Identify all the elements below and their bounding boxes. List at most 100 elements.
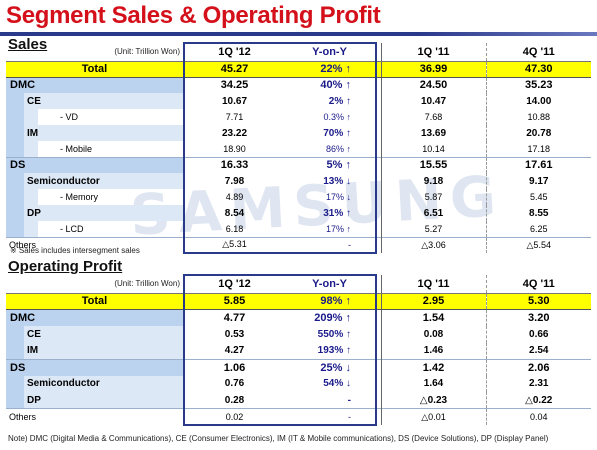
table-row: - Memory 4.89 17% ↓ 5.87 5.45 (6, 189, 591, 205)
row-label: - Memory (60, 192, 98, 202)
value-1q12: 4.27 (183, 342, 284, 359)
value-4q11: 6.25 (485, 221, 591, 237)
value-4q11: 17.61 (485, 156, 591, 173)
value-4q11: 0.66 (485, 326, 591, 343)
value-4q11: 3.20 (485, 309, 591, 326)
row-indent (24, 141, 38, 157)
row-label: DMC (6, 309, 184, 326)
value-1q12: 4.89 (183, 189, 284, 205)
row-label: DP (24, 205, 184, 221)
value-yoy: - (284, 236, 377, 254)
col-header-yoy: Y-on-Y (284, 274, 377, 294)
footnote: Note) DMC (Digital Media & Communication… (8, 434, 549, 443)
value-4q11: 17.18 (485, 141, 591, 157)
value-1q12: 5.85 (183, 292, 284, 310)
row-label: - LCD (60, 223, 84, 234)
value-1q12: 10.67 (183, 93, 284, 109)
row-indent (6, 392, 24, 409)
row-label: IM (24, 125, 184, 141)
row-label: DMC (6, 76, 184, 93)
value-1q12: 16.33 (183, 156, 284, 173)
value-1q11: 0.08 (380, 326, 486, 343)
row-indent (6, 221, 24, 237)
value-1q11: △3.06 (380, 236, 486, 253)
op-heading: Operating Profit (8, 258, 123, 275)
value-yoy: 31% ↑ (284, 205, 377, 221)
table-row: IM 4.27 193% ↑ 1.46 2.54 (6, 342, 591, 359)
value-yoy: - (284, 408, 377, 426)
col-header-1q11: 1Q '11 (380, 43, 486, 62)
table-row: - Mobile 18.90 86% ↑ 10.14 17.18 (6, 141, 591, 157)
value-1q11: 24.50 (380, 76, 486, 93)
table-row: Others △5.31- △3.06 △5.54 (6, 236, 591, 254)
value-1q12: 7.98 (183, 173, 284, 189)
value-1q11: 1.64 (380, 375, 486, 392)
value-1q12: △5.31 (183, 236, 284, 254)
value-yoy: 193% ↑ (284, 342, 377, 359)
title-divider (0, 32, 597, 36)
value-yoy: 40% ↑ (284, 76, 377, 93)
table-row: DMC 34.25 40% ↑ 24.50 35.23 (6, 76, 591, 93)
value-4q11: 5.30 (485, 292, 591, 310)
operating-profit-table: (Unit: Trillion Won) 1Q '12 Y-on-Y 1Q '1… (6, 274, 591, 426)
value-1q12: 23.22 (183, 125, 284, 141)
value-1q11: 10.14 (380, 141, 486, 157)
value-1q11: 10.47 (380, 93, 486, 109)
value-4q11: 10.88 (485, 109, 591, 125)
row-indent (24, 189, 38, 205)
value-1q12: 8.54 (183, 205, 284, 221)
row-label: Others (6, 408, 184, 425)
value-1q11: 5.87 (380, 189, 486, 205)
value-1q12: 1.06 (183, 358, 284, 376)
value-1q11: 36.99 (380, 60, 486, 78)
value-yoy: 13% ↓ (284, 173, 377, 189)
value-1q11: 1.46 (380, 342, 486, 359)
value-1q11: 1.42 (380, 358, 486, 376)
value-yoy: 0.3% ↑ (284, 109, 377, 125)
col-header-4q11: 4Q '11 (485, 275, 591, 294)
unit-label: (Unit: Trillion Won) (6, 43, 184, 62)
column-gap (376, 236, 381, 253)
row-indent (6, 205, 24, 221)
value-4q11: 8.55 (485, 205, 591, 221)
value-1q12: 6.18 (183, 221, 284, 237)
page-title: Segment Sales & Operating Profit (6, 2, 381, 29)
sales-table: (Unit: Trillion Won) 1Q '12 Y-on-Y 1Q '1… (6, 42, 591, 254)
value-yoy: 98% ↑ (284, 292, 377, 310)
column-gap (376, 309, 381, 326)
col-header-4q11: 4Q '11 (485, 43, 591, 62)
value-4q11: 2.54 (485, 342, 591, 359)
row-indent (6, 375, 24, 392)
value-4q11: △0.22 (485, 392, 591, 409)
table-row: DS 1.06 25% ↓ 1.42 2.06 (6, 358, 591, 376)
value-1q12: 4.77 (183, 309, 284, 326)
value-1q12: 0.28 (183, 392, 284, 409)
row-indent (6, 125, 24, 141)
row-indent (6, 173, 24, 189)
row-label: Semiconductor (24, 375, 184, 392)
table-row: DS 16.33 5% ↑ 15.55 17.61 (6, 156, 591, 173)
value-yoy: 22% ↑ (284, 60, 377, 78)
value-1q11: △0.23 (380, 392, 486, 409)
column-gap (376, 358, 381, 376)
value-yoy: 70% ↑ (284, 125, 377, 141)
value-4q11: 2.06 (485, 358, 591, 376)
value-yoy: 17% ↓ (284, 189, 377, 205)
value-4q11: 20.78 (485, 125, 591, 141)
value-4q11: 14.00 (485, 93, 591, 109)
value-1q12: 0.53 (183, 326, 284, 343)
table-row: DMC 4.77 209% ↑ 1.54 3.20 (6, 309, 591, 326)
table-row: IM 23.22 70% ↑ 13.69 20.78 (6, 125, 591, 141)
value-4q11: △5.54 (485, 236, 591, 253)
value-yoy: 25% ↓ (284, 358, 377, 376)
table-row: DP 8.54 31% ↑ 6.51 8.55 (6, 205, 591, 221)
value-1q11: 6.51 (380, 205, 486, 221)
value-yoy: 5% ↑ (284, 156, 377, 173)
value-1q11: 2.95 (380, 292, 486, 310)
column-gap (376, 408, 381, 425)
row-indent (6, 326, 24, 343)
value-1q12: 0.02 (183, 408, 284, 426)
row-indent (6, 141, 24, 157)
value-yoy: 17% ↑ (284, 221, 377, 237)
table-row: - LCD 6.18 17% ↑ 5.27 6.25 (6, 221, 591, 237)
